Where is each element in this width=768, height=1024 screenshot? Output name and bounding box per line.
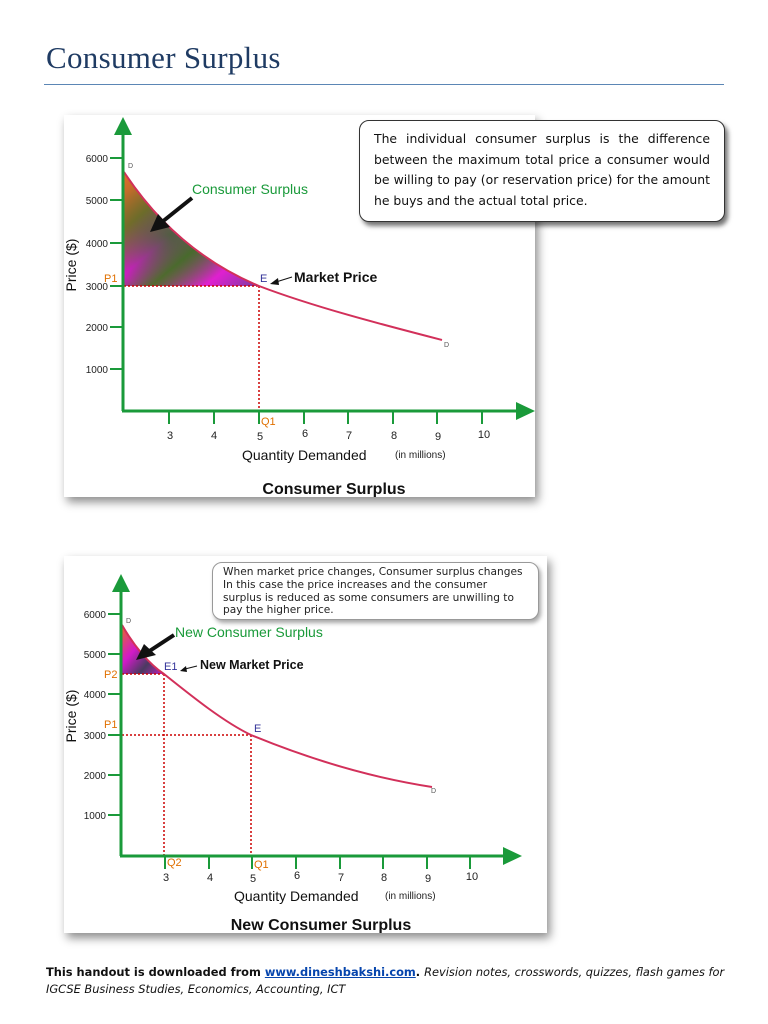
y-tick-label: 5000 [84,650,107,661]
demand-curve [121,624,433,788]
x-tick-label: 6 [294,870,300,882]
quantity-marker: Q1 [261,416,276,428]
footer-link[interactable]: www.dineshbakshi.com [264,965,416,979]
x-axis-unit: (in millions) [385,891,436,902]
y-tick-label: 2000 [84,771,107,782]
x-tick-label: 7 [346,430,352,442]
market-price-label: Market Price [294,269,377,285]
x-tick-label: 5 [257,431,263,443]
x-tick-label: 6 [302,428,308,440]
x-tick-label: 10 [466,871,478,883]
explanation-callout: The individual consumer surplus is the d… [359,120,725,222]
new-consumer-surplus-label: New Consumer Surplus [175,624,323,640]
y-tick-label: 1000 [86,365,109,376]
y-tick-label: 6000 [86,154,109,165]
figure-caption: New Consumer Surplus [231,917,412,933]
x-tick-label: 8 [391,430,397,442]
new-price-marker: P2 [104,669,117,681]
new-market-price-arrow [180,665,198,672]
old-equilibrium-point-label: E [254,723,261,735]
x-tick-label: 10 [478,429,490,441]
y-tick-label: 2000 [86,323,109,334]
new-surplus-arrow [136,633,176,660]
old-price-marker: P1 [104,719,117,731]
surplus-arrow [150,196,194,232]
y-ticks [108,613,121,816]
x-axis-arrow [516,402,535,420]
x-tick-label: 4 [207,872,213,884]
new-quantity-marker: Q2 [167,857,182,869]
x-tick-label: 9 [435,431,441,443]
x-tick-label: 7 [338,872,344,884]
footer-prefix: This handout is downloaded from [46,965,265,979]
old-quantity-marker: Q1 [254,859,269,871]
x-axis-label: Quantity Demanded [242,447,367,463]
x-ticks [168,411,483,424]
market-price-arrow [270,276,293,285]
x-tick-label: 3 [163,872,169,884]
new-market-price-label: New Market Price [200,658,304,672]
curve-end-label: D [444,342,449,349]
x-axis-unit: (in millions) [395,450,446,461]
x-ticks [164,856,471,869]
new-consumer-surplus-chart: 6000 5000 4000 3000 2000 1000 3 4 5 6 7 … [64,574,522,933]
y-axis-label: Price ($) [64,239,79,292]
footer: This handout is downloaded from www.dine… [46,965,725,996]
consumer-surplus-label: Consumer Surplus [192,181,308,197]
price-marker: P1 [104,273,117,285]
curve-top-label: D [126,618,131,625]
price-change-callout: When market price changes, Consumer surp… [212,562,539,620]
x-axis-arrow [503,847,522,865]
y-ticks [110,157,123,370]
curve-top-label: D [128,163,133,170]
title-divider [44,84,724,85]
y-tick-label: 4000 [84,690,107,701]
equilibrium-point-label: E [260,273,267,285]
y-axis-arrow [112,574,130,592]
new-consumer-surplus-area [122,625,164,674]
y-tick-label: 5000 [86,196,109,207]
y-tick-label: 6000 [84,610,107,621]
x-axis-label: Quantity Demanded [234,888,359,904]
y-tick-label: 3000 [86,282,109,293]
curve-end-label: D [431,788,436,795]
consumer-surplus-chart: 6000 5000 4000 3000 2000 1000 3 4 5 6 7 … [64,117,535,497]
y-tick-label: 4000 [86,239,109,250]
x-tick-label: 8 [381,872,387,884]
figure-caption: Consumer Surplus [262,481,405,497]
y-axis-arrow [114,117,132,135]
x-tick-label: 5 [250,873,256,885]
page-title: Consumer Surplus [46,40,281,75]
footer-suffix: Revision notes, crosswords, quizzes, fla… [46,965,725,996]
x-tick-label: 3 [167,430,173,442]
new-equilibrium-point-label: E1 [164,661,177,673]
y-axis-label: Price ($) [64,690,79,743]
y-tick-label: 3000 [84,731,107,742]
y-tick-label: 1000 [84,811,107,822]
x-tick-label: 4 [211,430,217,442]
x-tick-label: 9 [425,873,431,885]
